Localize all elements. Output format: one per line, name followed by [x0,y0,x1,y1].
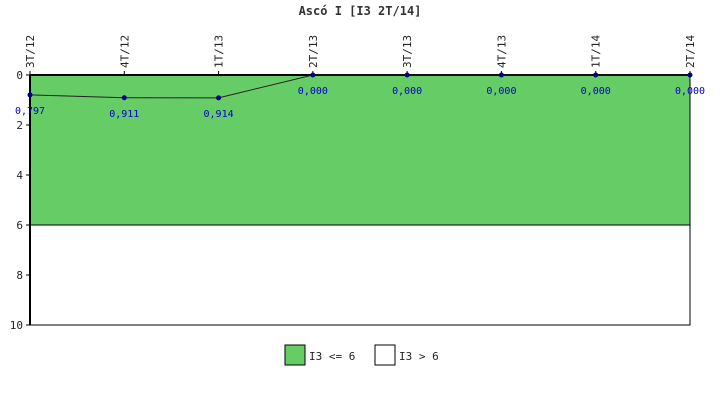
data-label: 0,000 [298,86,328,97]
data-point [687,72,693,78]
band-layer [29,74,691,326]
y-tick-label: 10 [10,319,23,332]
axes-layer: 0 2 4 6 8 10 3T/12 4T/12 1T/13 2T/13 3T/13 4T/13 1T/… [10,35,697,332]
data-point [216,95,222,101]
data-label: 0,000 [675,86,705,97]
legend-swatch [374,344,396,366]
y-tick-label: 4 [16,169,23,182]
y-tick-label: 2 [16,119,23,132]
data-point [27,92,33,98]
y-tick-label: 0 [16,69,23,82]
data-label: 0,000 [581,86,611,97]
y-tick-label: 8 [16,269,23,282]
data-label: 0,000 [392,86,422,97]
x-tick-label: 2T/14 [684,35,697,68]
legend-label: I3 <= 6 [309,350,355,363]
x-tick-label: 1T/14 [590,35,603,68]
data-label: 0,797 [15,106,45,117]
data-point [404,72,410,78]
chart-title: Ascó I [I3 2T/14] [299,4,422,18]
legend: I3 <= 6 I3 > 6 [284,344,439,366]
series-line [29,74,690,99]
data-label: 0,911 [109,109,139,120]
data-point [310,72,316,78]
data-point [121,95,127,101]
x-tick-label: 4T/12 [118,35,131,68]
legend-label: I3 > 6 [399,350,439,363]
series-layer: 0,797 0,911 0,914 0,000 0,000 0,000 0,000 0,000 [15,72,705,120]
data-label: 0,914 [204,109,234,120]
band-ok [29,74,691,226]
x-tick-label: 3T/13 [401,35,414,68]
x-tick-label: 1T/13 [213,35,226,68]
x-tick-label: 4T/13 [495,35,508,68]
legend-swatch [284,344,306,366]
x-tick-label: 3T/12 [24,35,37,68]
data-point [498,72,504,78]
y-tick-label: 6 [16,219,23,232]
band-exceeded [29,224,691,326]
data-label: 0,000 [486,86,516,97]
data-point [593,72,599,78]
x-tick-label: 2T/13 [307,35,320,68]
